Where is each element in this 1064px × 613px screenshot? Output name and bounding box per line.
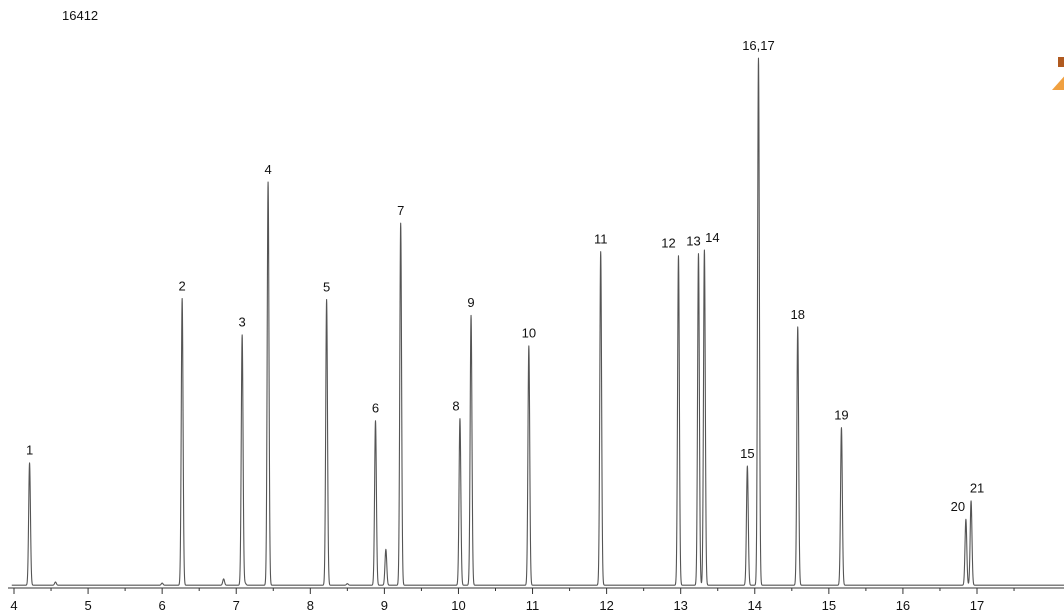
peak-label: 9 bbox=[467, 295, 474, 310]
x-tick-label: 13 bbox=[673, 598, 687, 613]
peak-label: 16,17 bbox=[742, 38, 775, 53]
peak-label: 1 bbox=[26, 443, 33, 458]
x-tick-label: 15 bbox=[822, 598, 836, 613]
peak-label: 7 bbox=[397, 203, 404, 218]
trace-line bbox=[11, 57, 1064, 586]
logo-triangle bbox=[1052, 76, 1064, 90]
peak-label: 4 bbox=[264, 162, 271, 177]
peak-label: 10 bbox=[522, 326, 536, 341]
x-tick-label: 7 bbox=[233, 598, 240, 613]
x-tick-label: 12 bbox=[599, 598, 613, 613]
peak-label: 3 bbox=[239, 315, 246, 330]
peak-label: 15 bbox=[740, 446, 754, 461]
peak-label: 12 bbox=[661, 236, 675, 251]
peak-label: 11 bbox=[594, 231, 608, 246]
peak-label: 14 bbox=[705, 230, 719, 245]
x-tick-label: 11 bbox=[526, 598, 540, 613]
peak-label: 20 bbox=[951, 499, 965, 514]
peak-label: 21 bbox=[970, 481, 984, 496]
peak-label: 2 bbox=[179, 278, 186, 293]
x-tick-label: 10 bbox=[451, 598, 465, 613]
peak-label: 19 bbox=[834, 407, 848, 422]
chart-corner-label: 16412 bbox=[62, 8, 99, 23]
x-tick-label: 6 bbox=[159, 598, 166, 613]
peak-label: 8 bbox=[452, 398, 459, 413]
x-tick-label: 14 bbox=[748, 598, 762, 613]
logo-square bbox=[1058, 57, 1064, 67]
logo-icon bbox=[1052, 57, 1064, 90]
x-tick-label: 16 bbox=[896, 598, 910, 613]
x-axis: 4 5 6 7 8 9 10 11 12 13 14 15 16 17 bbox=[8, 587, 1064, 613]
x-tick-label: 8 bbox=[307, 598, 314, 613]
peak-label: 13 bbox=[686, 234, 700, 249]
x-tick-label: 9 bbox=[381, 598, 388, 613]
x-tick-label: 17 bbox=[970, 598, 984, 613]
x-tick-label: 5 bbox=[84, 598, 91, 613]
chromatogram-trace bbox=[11, 57, 1064, 586]
x-tick-label: 4 bbox=[10, 598, 17, 613]
peak-label: 5 bbox=[323, 279, 330, 294]
peak-label: 18 bbox=[790, 307, 804, 322]
peak-label: 6 bbox=[372, 401, 379, 416]
